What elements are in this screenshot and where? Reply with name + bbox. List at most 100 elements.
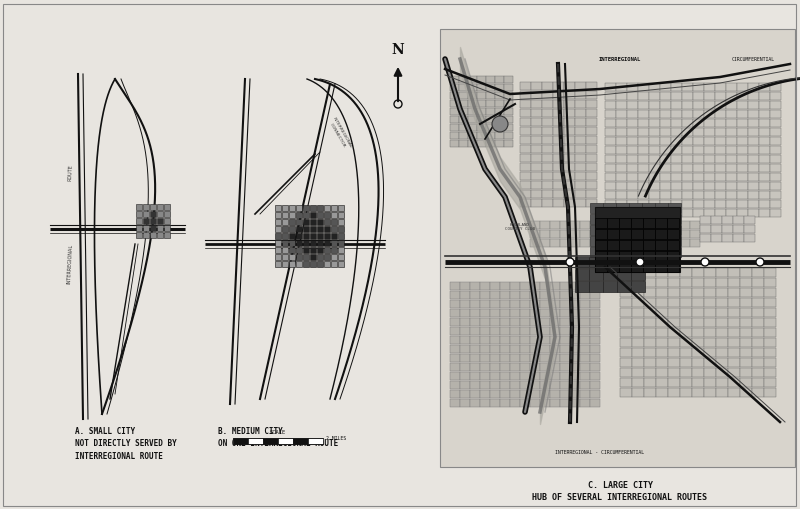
Bar	[616, 213, 629, 224]
Bar	[631, 257, 645, 268]
Bar	[728, 297, 739, 307]
Bar	[759, 209, 770, 217]
Bar	[586, 118, 597, 126]
Bar	[540, 362, 550, 371]
Bar	[480, 299, 490, 308]
Bar	[143, 232, 149, 238]
Bar	[649, 163, 659, 172]
Bar	[638, 173, 649, 181]
Bar	[540, 299, 550, 308]
Bar	[575, 81, 586, 90]
Bar	[655, 229, 666, 239]
Bar	[668, 357, 679, 367]
Bar	[692, 387, 703, 397]
Bar	[542, 118, 553, 126]
Bar	[510, 353, 519, 362]
Bar	[740, 348, 751, 357]
Bar	[682, 119, 693, 127]
Bar	[631, 240, 642, 250]
Bar	[632, 268, 643, 277]
Bar	[490, 381, 499, 389]
Bar	[560, 399, 570, 407]
Bar	[644, 288, 655, 297]
Bar	[693, 163, 703, 172]
Bar	[740, 318, 751, 327]
Bar	[530, 230, 539, 238]
Bar	[486, 75, 494, 83]
Bar	[693, 209, 703, 217]
Bar	[704, 297, 715, 307]
Bar	[737, 119, 747, 127]
Bar	[680, 318, 691, 327]
Bar	[553, 91, 563, 99]
Bar	[620, 239, 630, 247]
Bar	[682, 82, 693, 91]
Bar	[550, 291, 559, 299]
Bar	[660, 182, 670, 190]
Bar	[649, 92, 659, 100]
Bar	[586, 154, 597, 162]
Bar	[450, 345, 459, 353]
Bar	[680, 378, 691, 387]
Bar	[580, 353, 590, 362]
Bar	[726, 200, 737, 208]
Bar	[531, 199, 542, 207]
Bar	[310, 205, 316, 211]
Bar	[627, 119, 638, 127]
Bar	[607, 240, 618, 250]
Bar	[656, 387, 667, 397]
Bar	[752, 327, 763, 337]
Bar	[282, 240, 288, 246]
Bar	[715, 155, 726, 163]
Bar	[671, 173, 682, 181]
Bar	[616, 236, 629, 246]
Bar	[263, 438, 278, 444]
Bar	[486, 83, 494, 91]
Bar	[520, 308, 530, 317]
Bar	[520, 135, 530, 144]
Bar	[586, 162, 597, 171]
Bar	[704, 190, 714, 199]
Bar	[570, 291, 579, 299]
Bar	[490, 335, 499, 344]
Bar	[748, 127, 758, 136]
Bar	[748, 163, 758, 172]
Bar	[619, 217, 630, 228]
Bar	[748, 173, 758, 181]
Bar	[470, 335, 479, 344]
Bar	[331, 240, 337, 246]
Bar	[580, 239, 590, 247]
Bar	[580, 326, 590, 335]
Bar	[460, 345, 470, 353]
Bar	[450, 353, 459, 362]
Bar	[570, 399, 579, 407]
Bar	[590, 230, 599, 238]
Bar	[668, 297, 679, 307]
Bar	[289, 261, 295, 267]
Bar	[603, 269, 617, 280]
Bar	[580, 389, 590, 398]
Bar	[564, 162, 574, 171]
Bar	[704, 327, 715, 337]
Bar	[748, 182, 758, 190]
Bar	[682, 163, 693, 172]
Bar	[580, 381, 590, 389]
Bar	[450, 281, 459, 290]
Bar	[649, 127, 659, 136]
Bar	[770, 109, 781, 118]
Bar	[668, 288, 679, 297]
Bar	[553, 162, 563, 171]
Bar	[310, 226, 316, 232]
Bar	[143, 225, 149, 231]
Bar	[619, 240, 630, 250]
Bar	[770, 82, 781, 91]
Bar	[693, 82, 703, 91]
Bar	[590, 389, 599, 398]
Bar	[642, 213, 654, 224]
Bar	[510, 281, 519, 290]
Bar	[737, 209, 747, 217]
Circle shape	[492, 116, 508, 132]
Bar	[303, 247, 309, 253]
Bar	[752, 268, 763, 277]
Bar	[520, 172, 530, 180]
